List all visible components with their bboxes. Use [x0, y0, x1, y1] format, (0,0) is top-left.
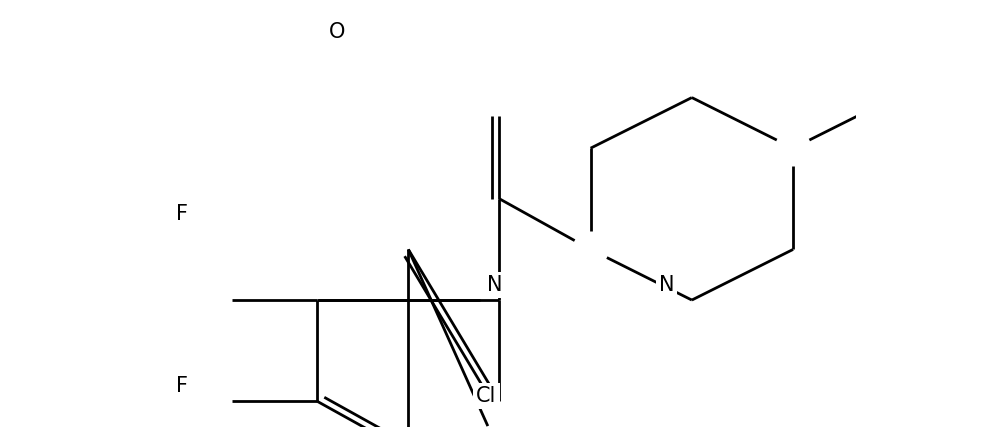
- Text: N: N: [658, 275, 674, 295]
- Text: F: F: [177, 376, 189, 396]
- Text: Cl: Cl: [475, 386, 496, 406]
- Text: F: F: [177, 204, 189, 224]
- Text: O: O: [329, 22, 345, 42]
- Text: N: N: [486, 275, 502, 295]
